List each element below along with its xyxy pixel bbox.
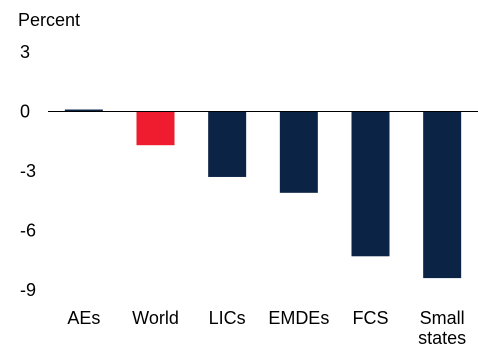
y-tick-label: -3 <box>20 161 36 181</box>
bars <box>64 109 462 279</box>
x-tick-label-line: EMDEs <box>268 308 329 328</box>
x-tick-label-line: states <box>418 328 466 348</box>
x-axis-labels: AEs World LICs EMDEs FCS Small states <box>67 308 466 348</box>
bar-world <box>136 111 175 146</box>
bar-fcs <box>351 111 390 257</box>
x-tick-label-line: AEs <box>67 308 100 328</box>
x-tick-label-line: FCS <box>353 308 389 328</box>
x-tick-label: LICs <box>209 308 246 328</box>
x-tick-label: EMDEs <box>268 308 329 328</box>
y-axis-ticks: 3 0 -3 -6 -9 <box>20 42 36 300</box>
x-tick-label: World <box>132 308 179 328</box>
y-tick-label: -6 <box>20 221 36 241</box>
y-tick-label: 3 <box>20 42 30 62</box>
x-tick-label-line: LICs <box>209 308 246 328</box>
x-tick-label-line: World <box>132 308 179 328</box>
x-tick-label-line: Small <box>420 308 465 328</box>
bar-small-states <box>423 111 462 279</box>
x-tick-label: Small states <box>418 308 466 348</box>
x-tick-label: FCS <box>353 308 389 328</box>
bar-emdes <box>279 111 318 193</box>
y-axis-unit-label: Percent <box>18 10 80 30</box>
bar-aes <box>64 109 103 112</box>
y-tick-label: -9 <box>20 280 36 300</box>
bar-lics <box>208 111 247 177</box>
x-tick-label: AEs <box>67 308 100 328</box>
y-tick-label: 0 <box>20 102 30 122</box>
